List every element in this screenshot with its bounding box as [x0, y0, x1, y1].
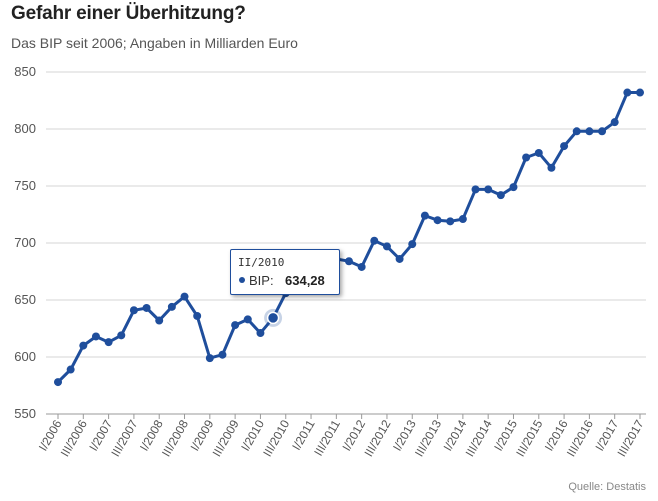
- data-point[interactable]: [79, 341, 88, 350]
- data-point[interactable]: [54, 378, 62, 387]
- y-tick-label: 850: [14, 64, 36, 79]
- data-point[interactable]: [243, 315, 252, 324]
- data-point[interactable]: [104, 338, 113, 347]
- data-point[interactable]: [636, 88, 644, 97]
- data-point[interactable]: [370, 236, 379, 245]
- data-point[interactable]: [585, 127, 594, 136]
- data-point[interactable]: [193, 311, 202, 320]
- data-point[interactable]: [522, 153, 531, 162]
- data-point[interactable]: [458, 215, 467, 224]
- data-point[interactable]: [357, 262, 366, 271]
- data-point[interactable]: [598, 127, 607, 136]
- data-point[interactable]: [91, 332, 100, 341]
- hovered-data-point[interactable]: [266, 311, 280, 325]
- chart-subtitle: Das BIP seit 2006; Angaben in Milliarden…: [11, 35, 298, 51]
- data-point[interactable]: [395, 254, 404, 263]
- y-tick-label: 750: [14, 178, 36, 193]
- data-point[interactable]: [446, 217, 455, 226]
- data-point[interactable]: [155, 316, 164, 325]
- data-point[interactable]: [205, 354, 214, 363]
- x-tick-label: III/2011: [311, 417, 343, 458]
- y-tick-label: 800: [14, 121, 36, 136]
- tooltip-series-label: BIP:: [249, 273, 274, 288]
- data-tooltip: II/2010 BIP: 634,28: [230, 249, 340, 295]
- data-point[interactable]: [623, 88, 632, 97]
- data-point[interactable]: [547, 163, 556, 172]
- data-point[interactable]: [572, 127, 581, 136]
- data-point[interactable]: [345, 257, 353, 266]
- data-point[interactable]: [142, 303, 151, 312]
- data-point[interactable]: [433, 216, 442, 225]
- source-note: Quelle: Destatis: [568, 481, 646, 493]
- data-point[interactable]: [129, 306, 138, 315]
- data-point[interactable]: [231, 321, 240, 330]
- data-point[interactable]: [167, 302, 176, 311]
- y-tick-label: 600: [14, 349, 36, 364]
- data-point[interactable]: [471, 185, 480, 194]
- data-point[interactable]: [509, 183, 518, 192]
- tooltip-series-dot: [239, 277, 245, 283]
- tooltip-period: II/2010: [238, 256, 285, 269]
- data-point[interactable]: [256, 329, 265, 338]
- chart-title: Gefahr einer Überhitzung?: [11, 3, 246, 24]
- y-tick-label: 700: [14, 235, 36, 250]
- data-point[interactable]: [496, 191, 505, 200]
- data-point[interactable]: [420, 211, 429, 220]
- data-point[interactable]: [560, 142, 569, 151]
- data-point[interactable]: [408, 240, 417, 249]
- data-point[interactable]: [180, 292, 189, 301]
- tooltip-value: 634,28: [285, 273, 325, 288]
- data-point[interactable]: [66, 365, 75, 374]
- data-point[interactable]: [534, 148, 543, 157]
- y-tick-label: 550: [14, 406, 36, 421]
- data-point[interactable]: [382, 242, 391, 251]
- data-point[interactable]: [218, 350, 227, 359]
- series-line-bip: [56, 91, 642, 384]
- y-tick-label: 650: [14, 292, 36, 307]
- data-point[interactable]: [117, 331, 126, 340]
- data-point[interactable]: [484, 185, 493, 194]
- data-point[interactable]: [610, 118, 619, 127]
